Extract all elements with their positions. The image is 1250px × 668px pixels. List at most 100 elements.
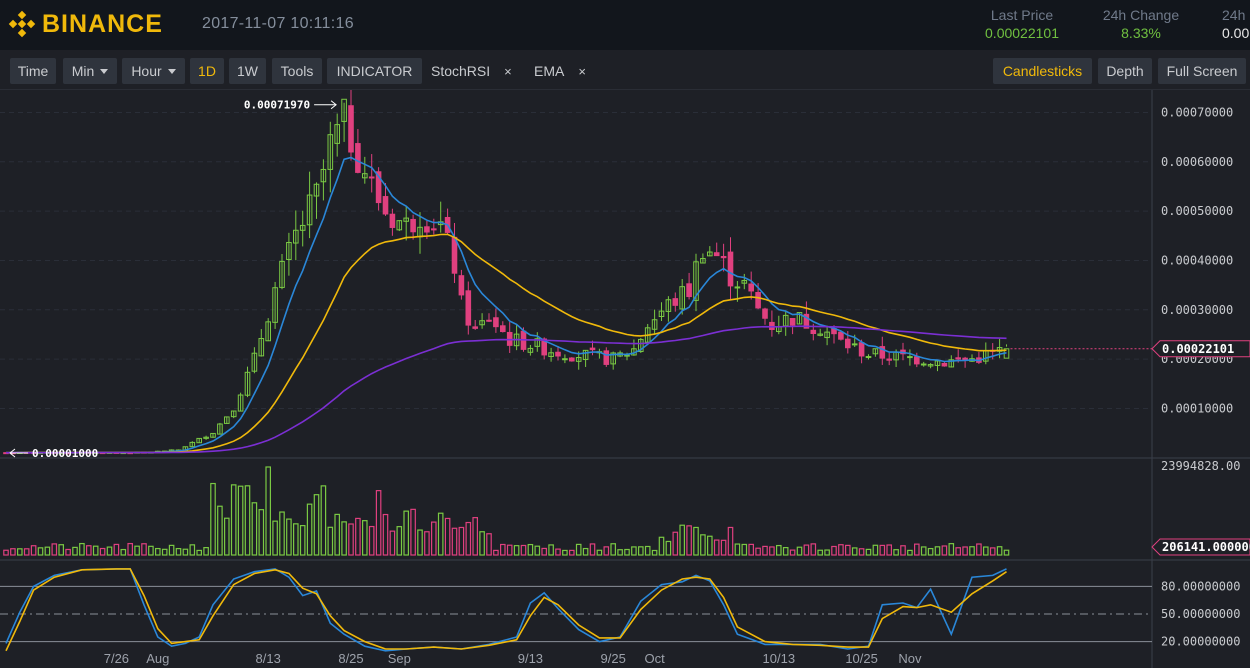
candle-body xyxy=(886,358,893,361)
volume-bar xyxy=(603,546,610,556)
date-tick-label: Oct xyxy=(644,651,665,666)
time-button[interactable]: Time xyxy=(10,58,56,84)
tools-label: Tools xyxy=(280,63,314,79)
indicator-button[interactable]: INDICATOR xyxy=(327,58,422,84)
candle-body xyxy=(693,261,699,301)
volume-bar xyxy=(189,544,196,556)
candle-body xyxy=(293,229,299,244)
volume-bar xyxy=(17,548,23,556)
candle-body xyxy=(320,168,327,183)
volume-bar xyxy=(437,512,444,556)
volume-bar xyxy=(230,484,237,556)
volume-bar xyxy=(506,544,513,556)
volume-bar xyxy=(500,543,506,556)
volume-bar xyxy=(106,546,113,556)
stochrsi-label: StochRSI xyxy=(431,63,491,79)
candle-body xyxy=(665,299,672,312)
candle-body xyxy=(279,260,285,288)
volume-bar xyxy=(665,540,672,556)
tools-button[interactable]: Tools xyxy=(272,58,322,84)
interval-1w-button[interactable]: 1W xyxy=(229,58,266,84)
price-tick-label: 0.00050000 xyxy=(1161,204,1233,218)
volume-bar xyxy=(175,548,182,556)
price-chart[interactable]: 0.00070000 0.00060000 0.00050000 0.00040000… xyxy=(0,90,1250,668)
volume-bar xyxy=(838,544,844,556)
volume-bar xyxy=(493,549,499,556)
annotations: 0.00071970 0.00001000 0.00022101 206141.000… xyxy=(9,99,1250,556)
volume-bar xyxy=(810,543,817,556)
candle-body xyxy=(286,241,292,261)
change-value: 8.33% xyxy=(1121,25,1161,41)
interval-1d-button[interactable]: 1D xyxy=(190,58,224,84)
volume-bar xyxy=(713,539,720,556)
volume-bar xyxy=(293,523,299,556)
volume-bar xyxy=(182,548,189,556)
candle-body xyxy=(672,298,679,306)
volume-bar xyxy=(513,545,520,556)
candle-body xyxy=(700,258,706,264)
fullscreen-button[interactable]: Full Screen xyxy=(1158,58,1246,84)
volume-bar xyxy=(651,549,658,556)
volume-bar xyxy=(610,543,617,556)
stochrsi-indicator-chip: StochRSI × xyxy=(425,58,525,84)
candle-body xyxy=(396,220,403,231)
volume-bar xyxy=(741,543,748,556)
remove-stochrsi-icon[interactable]: × xyxy=(504,64,512,79)
volume-bar xyxy=(431,521,437,556)
volume-bar xyxy=(444,517,451,556)
volume-bar xyxy=(548,544,554,556)
candle-body xyxy=(838,331,844,340)
volume-bar xyxy=(334,513,341,556)
candle-body xyxy=(334,124,340,144)
volume-bar xyxy=(858,548,865,556)
partial-stat-value: 0.00 xyxy=(1222,25,1250,41)
price-tick-label: 0.00060000 xyxy=(1161,155,1233,169)
chevron-down-icon xyxy=(167,69,176,74)
candle-body xyxy=(707,251,713,257)
candlesticks-button[interactable]: Candlesticks xyxy=(993,58,1092,84)
candle-body xyxy=(382,196,389,215)
hour-dropdown[interactable]: Hour xyxy=(122,58,185,84)
candle-body xyxy=(589,347,596,351)
candle-body xyxy=(879,346,886,359)
volume-bar xyxy=(541,547,548,556)
candle-body xyxy=(872,348,879,355)
volume-bar xyxy=(92,545,99,556)
volume-bar xyxy=(224,517,230,556)
volume-bar xyxy=(148,545,154,556)
candle-body xyxy=(258,338,265,357)
candle-body xyxy=(638,338,644,353)
low-arrowhead xyxy=(9,448,16,458)
ema-fast-line xyxy=(6,156,1007,454)
interval-1w-label: 1W xyxy=(237,63,258,79)
remove-ema-icon[interactable]: × xyxy=(578,64,586,79)
binance-logo[interactable]: BINANCE xyxy=(8,8,163,40)
candle-body xyxy=(803,313,810,329)
candle-body xyxy=(327,134,334,170)
volume-bar xyxy=(37,547,44,556)
candle-body xyxy=(251,352,258,372)
volume-bar xyxy=(348,523,354,556)
min-dropdown[interactable]: Min xyxy=(63,58,117,84)
volume-bar xyxy=(472,517,479,556)
candle-body xyxy=(624,354,630,357)
candle-body xyxy=(734,286,741,289)
candle-body xyxy=(851,343,858,346)
volume-bar xyxy=(955,547,962,556)
stoch-d-line xyxy=(5,568,1007,652)
volume-bar xyxy=(85,545,92,556)
volume-max-label: 23994828.00 xyxy=(1161,459,1240,473)
candle-body xyxy=(265,321,271,342)
volume-bar xyxy=(79,542,85,556)
volume-bar xyxy=(755,547,761,556)
volume-bar xyxy=(403,510,410,556)
volume-bar xyxy=(51,543,58,556)
volume-bar xyxy=(424,531,430,556)
candle-body xyxy=(920,363,927,366)
last-price-value: 0.00022101 xyxy=(985,25,1059,41)
candle-body xyxy=(603,350,610,365)
volume-bar xyxy=(996,546,1003,556)
volume-bar xyxy=(562,549,568,556)
date-tick-label: 8/25 xyxy=(338,651,363,666)
depth-button[interactable]: Depth xyxy=(1098,58,1152,84)
